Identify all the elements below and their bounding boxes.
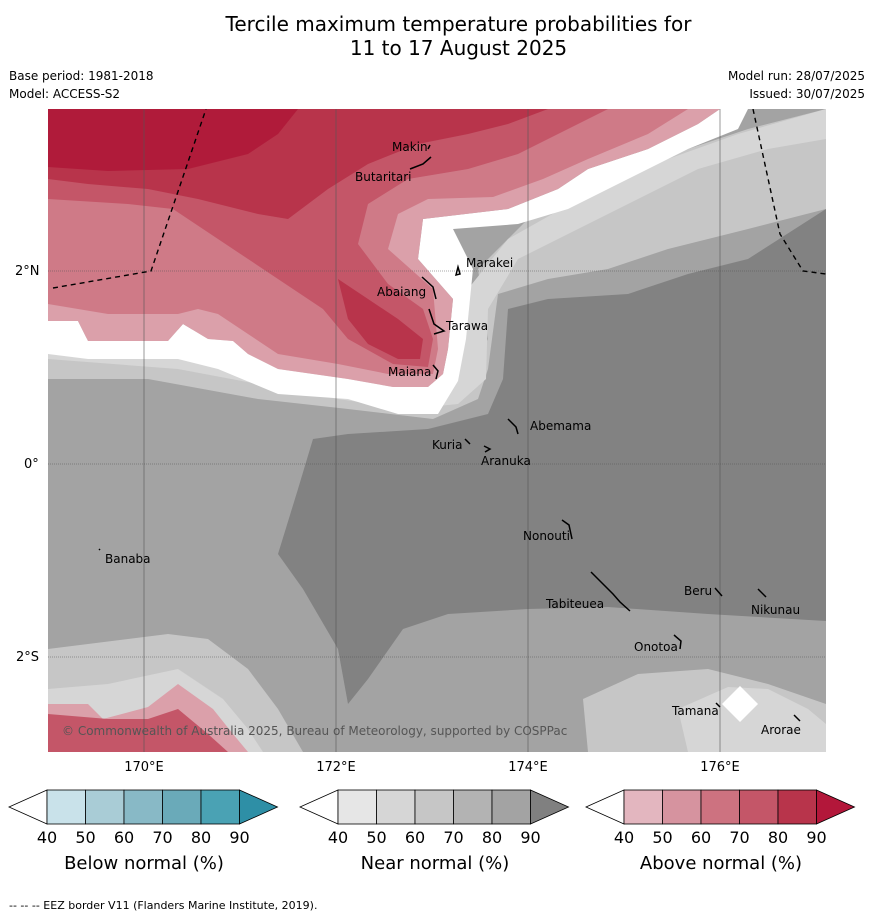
near-normal-50-north (48, 109, 826, 409)
colorbar-upper-extension (816, 789, 856, 825)
eez-footnote: -- -- -- EEZ border V11 (Flanders Marine… (9, 899, 318, 912)
colorbar-tick-label: 90 (229, 828, 250, 847)
map-panel (48, 109, 826, 752)
neutral-white-band (48, 109, 748, 414)
colorbar-tick-label: 50 (652, 828, 673, 847)
colorbar-cell (376, 789, 416, 825)
colorbar-lower-extension (8, 789, 48, 825)
colorbar-below-normal (8, 789, 279, 825)
place-label-beru: Beru (684, 584, 713, 598)
colorbar-cell (491, 789, 531, 825)
issued-date: Issued: 30/07/2025 (749, 87, 865, 101)
lat-gridlines (48, 270, 826, 658)
colorbar-tick-label: 60 (113, 828, 135, 847)
colorbar-cell (200, 789, 240, 825)
lon-tick-174e: 174°E (508, 760, 548, 775)
islands (98, 144, 801, 722)
lon-tick-172e: 172°E (316, 760, 356, 775)
place-label-tabiteuea: Tabiteuea (546, 597, 605, 611)
colorbar-tick-label: 90 (806, 828, 827, 847)
lat-tick-2s: 2°S (16, 650, 40, 665)
above-normal-80-region (48, 109, 548, 359)
colorbar-cell (623, 789, 663, 825)
colorbar-cell (162, 789, 202, 825)
base-period: Base period: 1981-2018 (9, 69, 154, 83)
lat-tick-0: 0° (24, 457, 39, 472)
place-label-aranuka: Aranuka (481, 454, 531, 468)
colorbar-near-normal (299, 789, 570, 825)
colorbar-cell (777, 789, 817, 825)
colorbar-cell (662, 789, 702, 825)
place-label-marakei: Marakei (466, 256, 514, 270)
copyright-notice: © Commonwealth of Australia 2025, Bureau… (62, 724, 568, 738)
colorbar-tick-label: 40 (327, 828, 349, 847)
below-40-patch (722, 686, 758, 722)
lon-gridlines (143, 109, 721, 752)
place-label-kuria: Kuria (432, 438, 463, 452)
colorbar-tick-label: 40 (613, 828, 635, 847)
colorbar-lower-extension (299, 789, 339, 825)
place-label-abaiang: Abaiang (377, 285, 427, 299)
colorbar-title-near: Near normal (%) (360, 853, 510, 874)
map-title: Tercile maximum temperature probabilitie… (0, 12, 873, 60)
colorbar-title-below: Below normal (%) (64, 853, 224, 874)
probability-map (48, 109, 826, 752)
place-label-nonouti: Nonouti (523, 529, 570, 543)
colorbar-above-normal (585, 789, 856, 825)
colorbar-title-above: Above normal (%) (639, 853, 803, 874)
above-normal-90-region (48, 109, 298, 171)
colorbar-cell (46, 789, 86, 825)
place-label-arorae: Arorae (761, 723, 801, 737)
title-line-1: Tercile maximum temperature probabilitie… (225, 12, 692, 36)
colorbar-tick-label: 60 (404, 828, 426, 847)
model-run: Model run: 28/07/2025 (727, 69, 865, 83)
colorbar-cell (85, 789, 125, 825)
lat-tick-2n: 2°N (15, 264, 40, 279)
colorbar-cell (123, 789, 163, 825)
colorbar-cell (739, 789, 779, 825)
place-label-tamana: Tamana (672, 704, 719, 718)
place-label-abemama: Abemama (530, 419, 592, 433)
colorbar-tick-label: 50 (366, 828, 387, 847)
colorbar-tick-label: 50 (75, 828, 96, 847)
colorbar-upper-extension (239, 789, 279, 825)
colorbar-tick-label: 80 (767, 828, 789, 847)
model-name: Model: ACCESS-S2 (9, 87, 121, 101)
colorbar-tick-label: 60 (690, 828, 712, 847)
place-label-butaritari: Butaritari (355, 170, 412, 184)
lon-tick-170e: 170°E (124, 760, 164, 775)
colorbar-tick-label: 80 (481, 828, 503, 847)
colorbar-upper-extension (530, 789, 570, 825)
place-label-banaba: Banaba (105, 552, 151, 566)
colorbars (8, 789, 856, 825)
place-label-makin: Makin (392, 140, 428, 154)
colorbar-tick-label: 70 (443, 828, 464, 847)
colorbar-cell (414, 789, 454, 825)
place-label-nikunau: Nikunau (751, 603, 801, 617)
colorbar-tick-label: 80 (190, 828, 212, 847)
colorbar-tick-label: 70 (152, 828, 173, 847)
above-normal-60-southwest (48, 709, 228, 752)
colorbar-cell (700, 789, 740, 825)
colorbar-cell (453, 789, 493, 825)
colorbar-lower-extension (585, 789, 625, 825)
near-normal-80-region (278, 209, 826, 704)
place-label-onotoa: Onotoa (634, 640, 678, 654)
colorbar-tick-label: 40 (36, 828, 58, 847)
title-line-2: 11 to 17 August 2025 (349, 36, 568, 60)
eez-border-lines (52, 109, 826, 289)
colorbar-tick-label: 90 (520, 828, 541, 847)
place-label-maiana: Maiana (388, 365, 432, 379)
lon-tick-176e: 176°E (700, 760, 740, 775)
near-normal-50-southeast (678, 687, 826, 752)
place-label-tarawa: Tarawa (446, 319, 489, 333)
colorbar-cell (337, 789, 377, 825)
colorbar-tick-label: 70 (729, 828, 750, 847)
